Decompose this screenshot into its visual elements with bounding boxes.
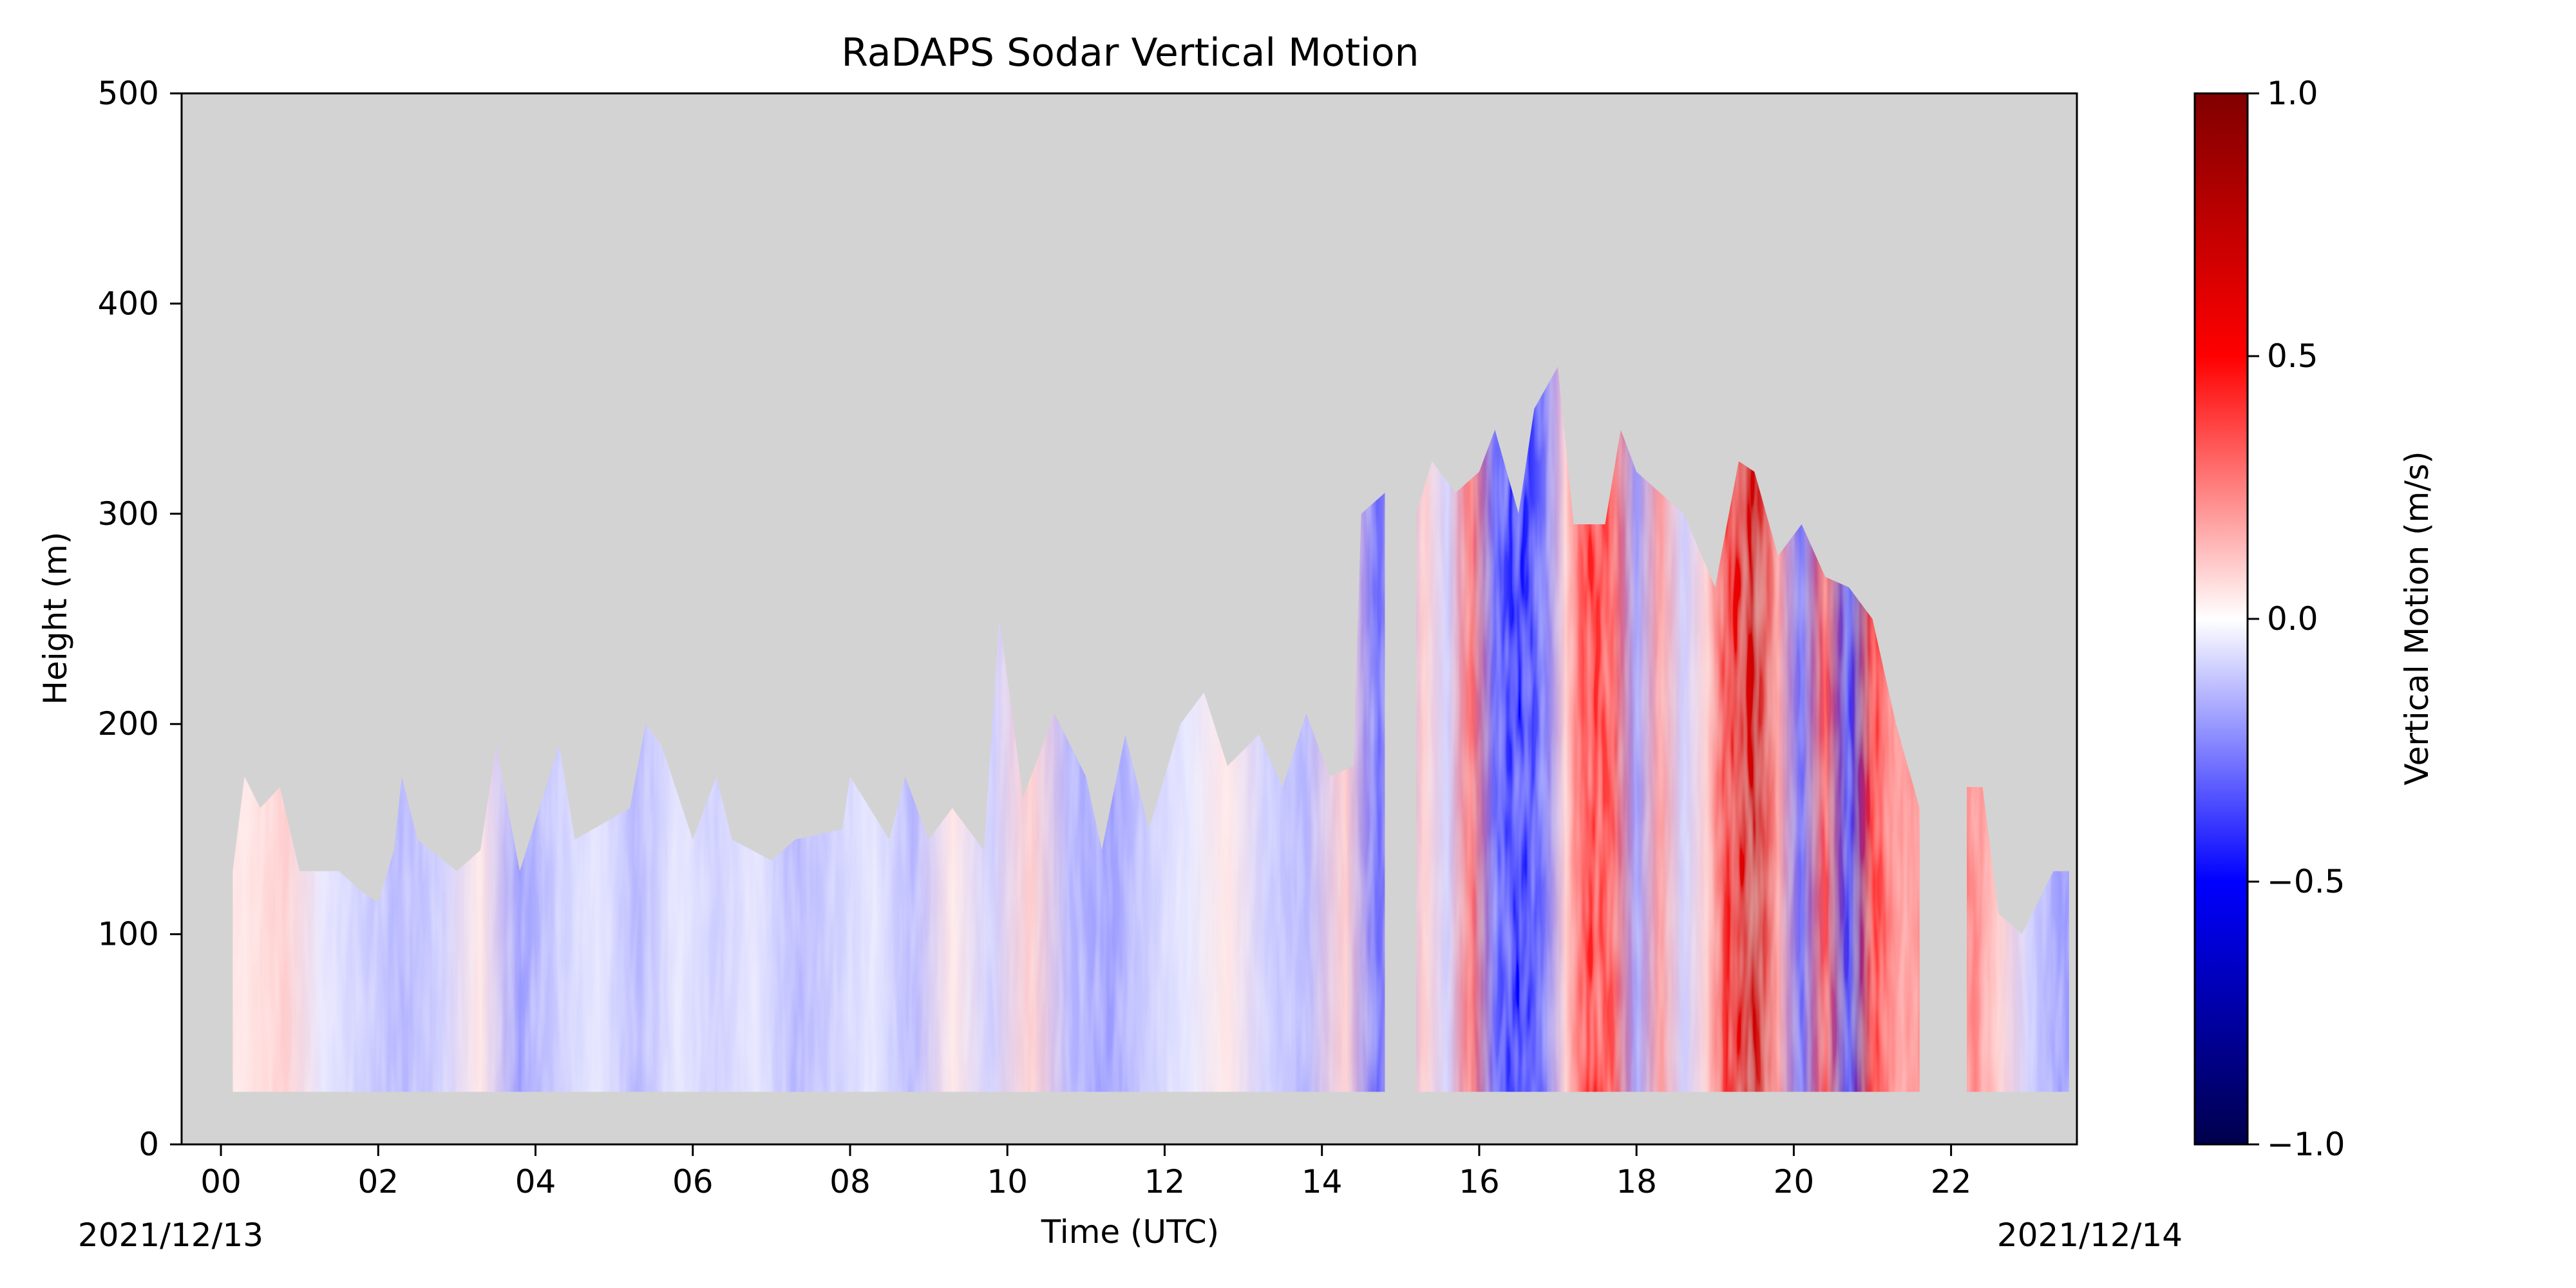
x-axis-label: Time (UTC) <box>1041 1213 1219 1251</box>
plot-frame <box>180 92 2078 1146</box>
chart-title: RaDAPS Sodar Vertical Motion <box>841 30 1419 75</box>
date-start-label: 2021/12/13 <box>78 1217 263 1254</box>
x-tick-label: 22 <box>1931 1163 1972 1200</box>
x-tick-label: 04 <box>515 1163 556 1200</box>
x-axis: 00 02 04 06 08 10 12 14 16 18 20 22 <box>200 1144 1971 1200</box>
x-tick-label: 02 <box>357 1163 399 1200</box>
y-tick-label: 500 <box>98 75 159 112</box>
colorbar-label: Vertical Motion (m/s) <box>2398 451 2436 785</box>
colorbar-tick-label: −0.5 <box>2267 863 2345 900</box>
date-end-label: 2021/12/14 <box>1997 1217 2183 1254</box>
x-tick-label: 12 <box>1144 1163 1186 1200</box>
x-tick-label: 20 <box>1774 1163 1815 1200</box>
x-tick-label: 10 <box>987 1163 1028 1200</box>
colorbar-tick-label: 0.5 <box>2267 337 2318 375</box>
colorbar-tick-label: 0.0 <box>2267 600 2318 638</box>
x-tick-label: 00 <box>200 1163 242 1200</box>
heatmap-segment-3 <box>1967 787 2069 1092</box>
y-axis: 0 100 200 300 400 500 <box>98 75 182 1163</box>
y-tick-label: 0 <box>138 1126 159 1163</box>
x-tick-label: 14 <box>1302 1163 1343 1200</box>
y-tick-label: 300 <box>98 495 159 533</box>
y-tick-label: 400 <box>98 285 159 322</box>
colorbar <box>2193 92 2249 1146</box>
colorbar-tick-label: −1.0 <box>2267 1126 2345 1163</box>
x-tick-label: 06 <box>672 1163 714 1200</box>
heatmap-segment-2 <box>1416 366 1920 1092</box>
heatmap-field <box>232 366 2069 1092</box>
heatmap-segment-1 <box>232 493 1385 1092</box>
y-axis-label: Height (m) <box>37 532 74 705</box>
x-tick-label: 08 <box>829 1163 871 1200</box>
x-tick-label: 18 <box>1616 1163 1657 1200</box>
x-tick-label: 16 <box>1459 1163 1500 1200</box>
colorbar-tick-label: 1.0 <box>2267 75 2318 112</box>
colorbar-axis: −1.0 −0.5 0.0 0.5 1.0 <box>2248 75 2345 1163</box>
y-tick-label: 200 <box>98 705 159 743</box>
y-tick-label: 100 <box>98 916 159 953</box>
